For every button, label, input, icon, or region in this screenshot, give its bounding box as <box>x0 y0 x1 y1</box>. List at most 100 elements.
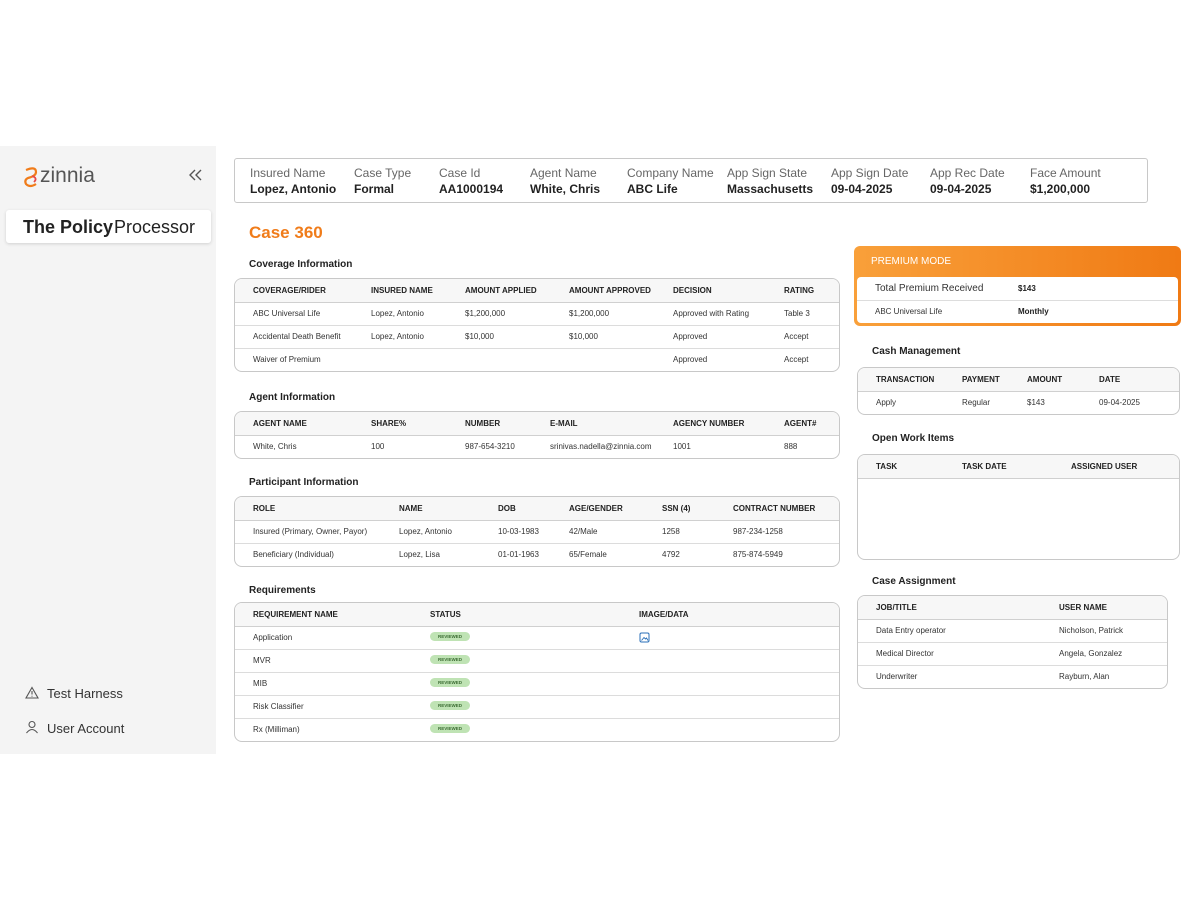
table-cell: 100 <box>371 442 385 451</box>
table-cell: 42/Male <box>569 527 598 536</box>
column-header: E-MAIL <box>550 419 578 428</box>
column-header: AGE/GENDER <box>569 504 623 513</box>
column-header: TASK DATE <box>962 462 1007 471</box>
field-label: App Sign Date <box>831 166 909 180</box>
table-row: MVR REVIEWED <box>235 649 839 673</box>
section-title: Agent Information <box>249 392 336 403</box>
field-value: White, Chris <box>530 182 601 196</box>
column-header: COVERAGE/RIDER <box>253 286 326 295</box>
table-row: Data Entry operator Nicholson, Patrick <box>858 619 1167 643</box>
column-header: IMAGE/DATA <box>639 610 689 619</box>
section-title: Participant Information <box>249 477 359 488</box>
field-label: Insured Name <box>250 166 326 180</box>
table-cell: Lopez, Antonio <box>399 527 452 536</box>
table-cell: 4792 <box>662 550 680 559</box>
table-header: TASK TASK DATE ASSIGNED USER <box>858 455 1179 479</box>
table-header: JOB/TITLE USER NAME <box>858 596 1167 620</box>
field-value: 09-04-2025 <box>930 182 992 196</box>
table-cell: $10,000 <box>465 332 494 341</box>
table-cell: Regular <box>962 398 991 407</box>
app-title-bold: The Policy <box>23 217 114 237</box>
table-cell: Risk Classifier <box>253 702 304 711</box>
table-cell: 987-654-3210 <box>465 442 515 451</box>
status-badge: REVIEWED <box>430 724 471 733</box>
table-cell: Medical Director <box>876 649 934 658</box>
requirements-table: REQUIREMENT NAME STATUS IMAGE/DATA Applicat… <box>234 602 840 742</box>
table-cell: Approved <box>673 355 708 364</box>
table-cell: Insured (Primary, Owner, Payor) <box>253 527 368 536</box>
column-header: AMOUNT APPROVED <box>569 286 651 295</box>
status-badge: REVIEWED <box>430 632 471 641</box>
premium-label: ABC Universal Life <box>875 307 943 316</box>
table-cell: Approved with Rating <box>673 309 750 318</box>
table-cell: 1001 <box>673 442 691 451</box>
table-row: Medical Director Angela, Gonzalez <box>858 642 1167 666</box>
user-icon <box>26 720 38 734</box>
table-header: AGENT NAME SHARE% NUMBER E-MAIL AGENCY NUMBE… <box>235 412 839 436</box>
nav-item[interactable]: User Account <box>47 721 125 736</box>
table-row: Rx (Milliman) REVIEWED <box>235 718 839 741</box>
table-cell: MIB <box>253 679 268 688</box>
field-value: ABC Life <box>627 182 678 196</box>
table-cell: Accept <box>784 332 809 341</box>
table-cell: Rx (Milliman) <box>253 725 300 734</box>
table-cell: $143 <box>1027 398 1045 407</box>
field-label: Case Id <box>439 166 481 180</box>
table-cell: MVR <box>253 656 271 665</box>
assignment-table: JOB/TITLE USER NAME Data Entry operator Nic… <box>857 595 1168 689</box>
table-row: Insured (Primary, Owner, Payor) Lopez, An… <box>235 520 839 544</box>
table-cell: Lopez, Antonio <box>371 332 424 341</box>
column-header: DECISION <box>673 286 712 295</box>
table-cell: Underwriter <box>876 672 918 681</box>
app-card[interactable]: The Policy Processor <box>6 210 211 243</box>
section-title: Case Assignment <box>872 576 956 587</box>
table-cell: 1258 <box>662 527 680 536</box>
table-cell: Waiver of Premium <box>253 355 321 364</box>
logo-text: zinnia <box>40 164 95 187</box>
logo-icon <box>24 167 38 188</box>
table-row: Apply Regular $143 09-04-2025 <box>858 391 1179 414</box>
table-cell: Rayburn, Alan <box>1059 672 1110 681</box>
section-title: Cash Management <box>872 346 961 357</box>
column-header: ASSIGNED USER <box>1071 462 1138 471</box>
table-header: REQUIREMENT NAME STATUS IMAGE/DATA <box>235 603 839 627</box>
table-cell: Nicholson, Patrick <box>1059 626 1124 635</box>
premium-value: Monthly <box>1018 307 1049 316</box>
field-value: 09-04-2025 <box>831 182 893 196</box>
collapse-button[interactable] <box>188 168 204 182</box>
column-header: AMOUNT APPLIED <box>465 286 537 295</box>
field-label: Agent Name <box>530 166 597 180</box>
nav-item[interactable]: Test Harness <box>47 686 123 701</box>
field-value: Massachusetts <box>727 182 814 196</box>
status-badge: REVIEWED <box>430 701 471 710</box>
image-icon[interactable] <box>639 632 650 643</box>
table-header: ROLE NAME DOB AGE/GENDER SSN (4) CONTRACT NUM… <box>235 497 839 521</box>
column-header: JOB/TITLE <box>876 603 917 612</box>
table-header: COVERAGE/RIDER INSURED NAME AMOUNT APPLIED… <box>235 279 839 303</box>
table-cell: Application <box>253 633 293 642</box>
cash-table: TRANSACTION PAYMENT AMOUNT DATE Apply Regular… <box>857 367 1180 415</box>
column-header: AGENCY NUMBER <box>673 419 745 428</box>
table-cell: Lopez, Lisa <box>399 550 440 559</box>
premium-mode: PREMIUM MODE Total Premium Received $143 A… <box>854 246 1181 326</box>
table-cell: 10-03-1983 <box>498 527 539 536</box>
status-badge: REVIEWED <box>430 678 471 687</box>
work_items-table: TASK TASK DATE ASSIGNED USER <box>857 454 1180 560</box>
participant-table: ROLE NAME DOB AGE/GENDER SSN (4) CONTRACT NUM… <box>234 496 840 567</box>
column-header: NAME <box>399 504 423 513</box>
table-row: MIB REVIEWED <box>235 672 839 696</box>
column-header: SSN (4) <box>662 504 691 513</box>
table-row: Application REVIEWED <box>235 626 839 650</box>
table-cell: 888 <box>784 442 798 451</box>
premium-title: PREMIUM MODE <box>871 256 951 267</box>
column-header: DOB <box>498 504 516 513</box>
field-label: Company Name <box>627 166 714 180</box>
table-cell: srinivas.nadella@zinnia.com <box>550 442 652 451</box>
premium-row: Total Premium Received $143 <box>857 277 1178 301</box>
field-label: App Sign State <box>727 166 808 180</box>
section-title: Requirements <box>249 585 316 596</box>
table-header: TRANSACTION PAYMENT AMOUNT DATE <box>858 368 1179 392</box>
column-header: INSURED NAME <box>371 286 433 295</box>
table-cell: White, Chris <box>253 442 297 451</box>
